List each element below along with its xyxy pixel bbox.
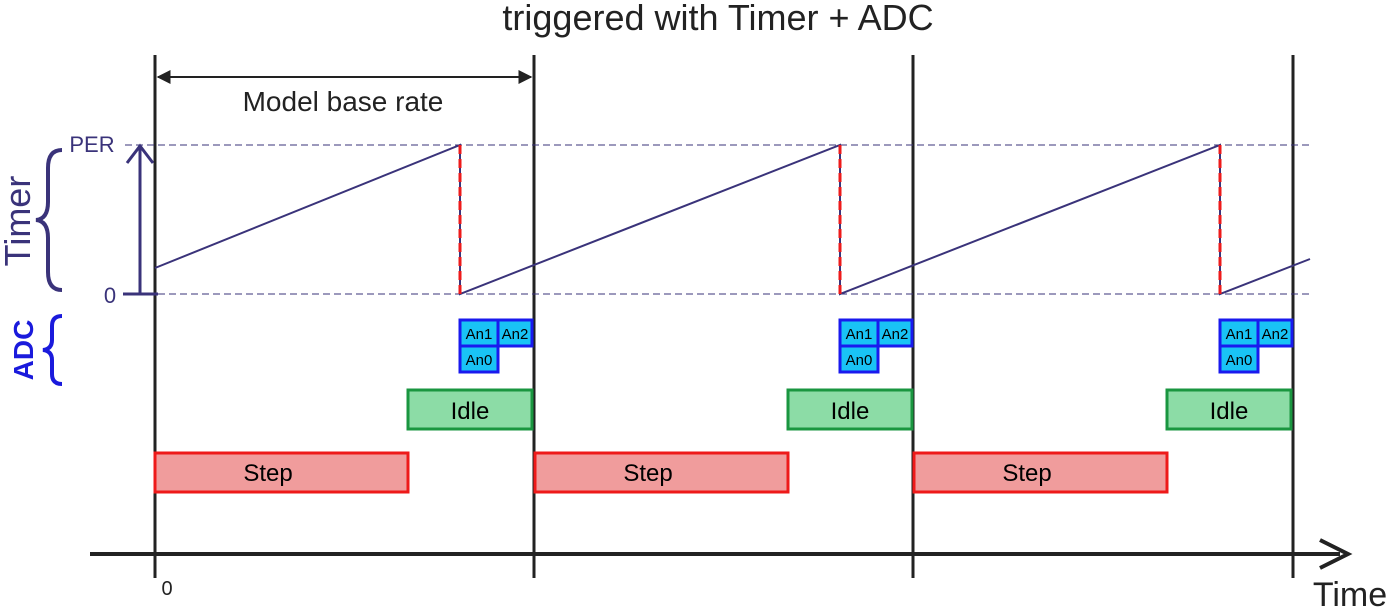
timer-reset-lines xyxy=(458,145,1222,296)
timer-label: Timer xyxy=(0,176,38,267)
step-block xyxy=(912,451,1169,494)
time-origin-label: 0 xyxy=(161,578,172,600)
adc-label: ADC xyxy=(8,320,39,381)
adc-sample-label: An1 xyxy=(846,326,873,343)
step-label: Step xyxy=(623,460,672,487)
model-base-rate-label: Model base rate xyxy=(243,86,444,117)
adc-sample-label: An2 xyxy=(502,326,529,343)
adc-sample-box-an2 xyxy=(496,318,534,348)
period-boundaries xyxy=(153,55,1295,578)
adc-sample-label: An2 xyxy=(1262,326,1289,343)
idle-label: Idle xyxy=(831,398,870,425)
period-3: An1 An2 An0 Idle Step xyxy=(912,318,1294,494)
step-label: Step xyxy=(1002,460,1051,487)
adc-brace xyxy=(42,314,63,386)
step-block xyxy=(153,451,410,494)
adc-sample-box-an0 xyxy=(458,344,500,374)
idle-label: Idle xyxy=(451,398,490,425)
timer-ramp xyxy=(154,143,1311,296)
idle-label: Idle xyxy=(1210,398,1249,425)
timer-brace xyxy=(35,148,63,292)
adc-sample-box-an2 xyxy=(1256,318,1294,348)
idle-block xyxy=(406,388,534,431)
adc-sample-label: An2 xyxy=(882,326,909,343)
step-label: Step xyxy=(243,460,292,487)
period-1: An1 An2 An0 Idle Step xyxy=(153,318,534,494)
idle-block xyxy=(786,388,914,431)
adc-sample-box-an2 xyxy=(876,318,914,348)
diagram-title: triggered with Timer + ADC xyxy=(502,0,933,38)
adc-sample-label: An1 xyxy=(1226,326,1253,343)
step-block xyxy=(533,451,790,494)
time-axis-label: Time xyxy=(1313,576,1387,609)
adc-sample-label: An0 xyxy=(466,352,493,369)
adc-sample-label: An0 xyxy=(846,352,873,369)
adc-sample-box-an0 xyxy=(1218,344,1260,374)
adc-sample-box-an0 xyxy=(838,344,880,374)
adc-sample-label: An0 xyxy=(1226,352,1253,369)
timer-range-arrow-head xyxy=(125,143,155,164)
time-axis-arrow-head xyxy=(1319,538,1353,570)
period-2: An1 An2 An0 Idle Step xyxy=(533,318,914,494)
per-label: PER xyxy=(69,132,114,157)
idle-block xyxy=(1165,388,1293,431)
adc-sample-label: An1 xyxy=(466,326,493,343)
zero-tick-label: 0 xyxy=(104,283,116,308)
